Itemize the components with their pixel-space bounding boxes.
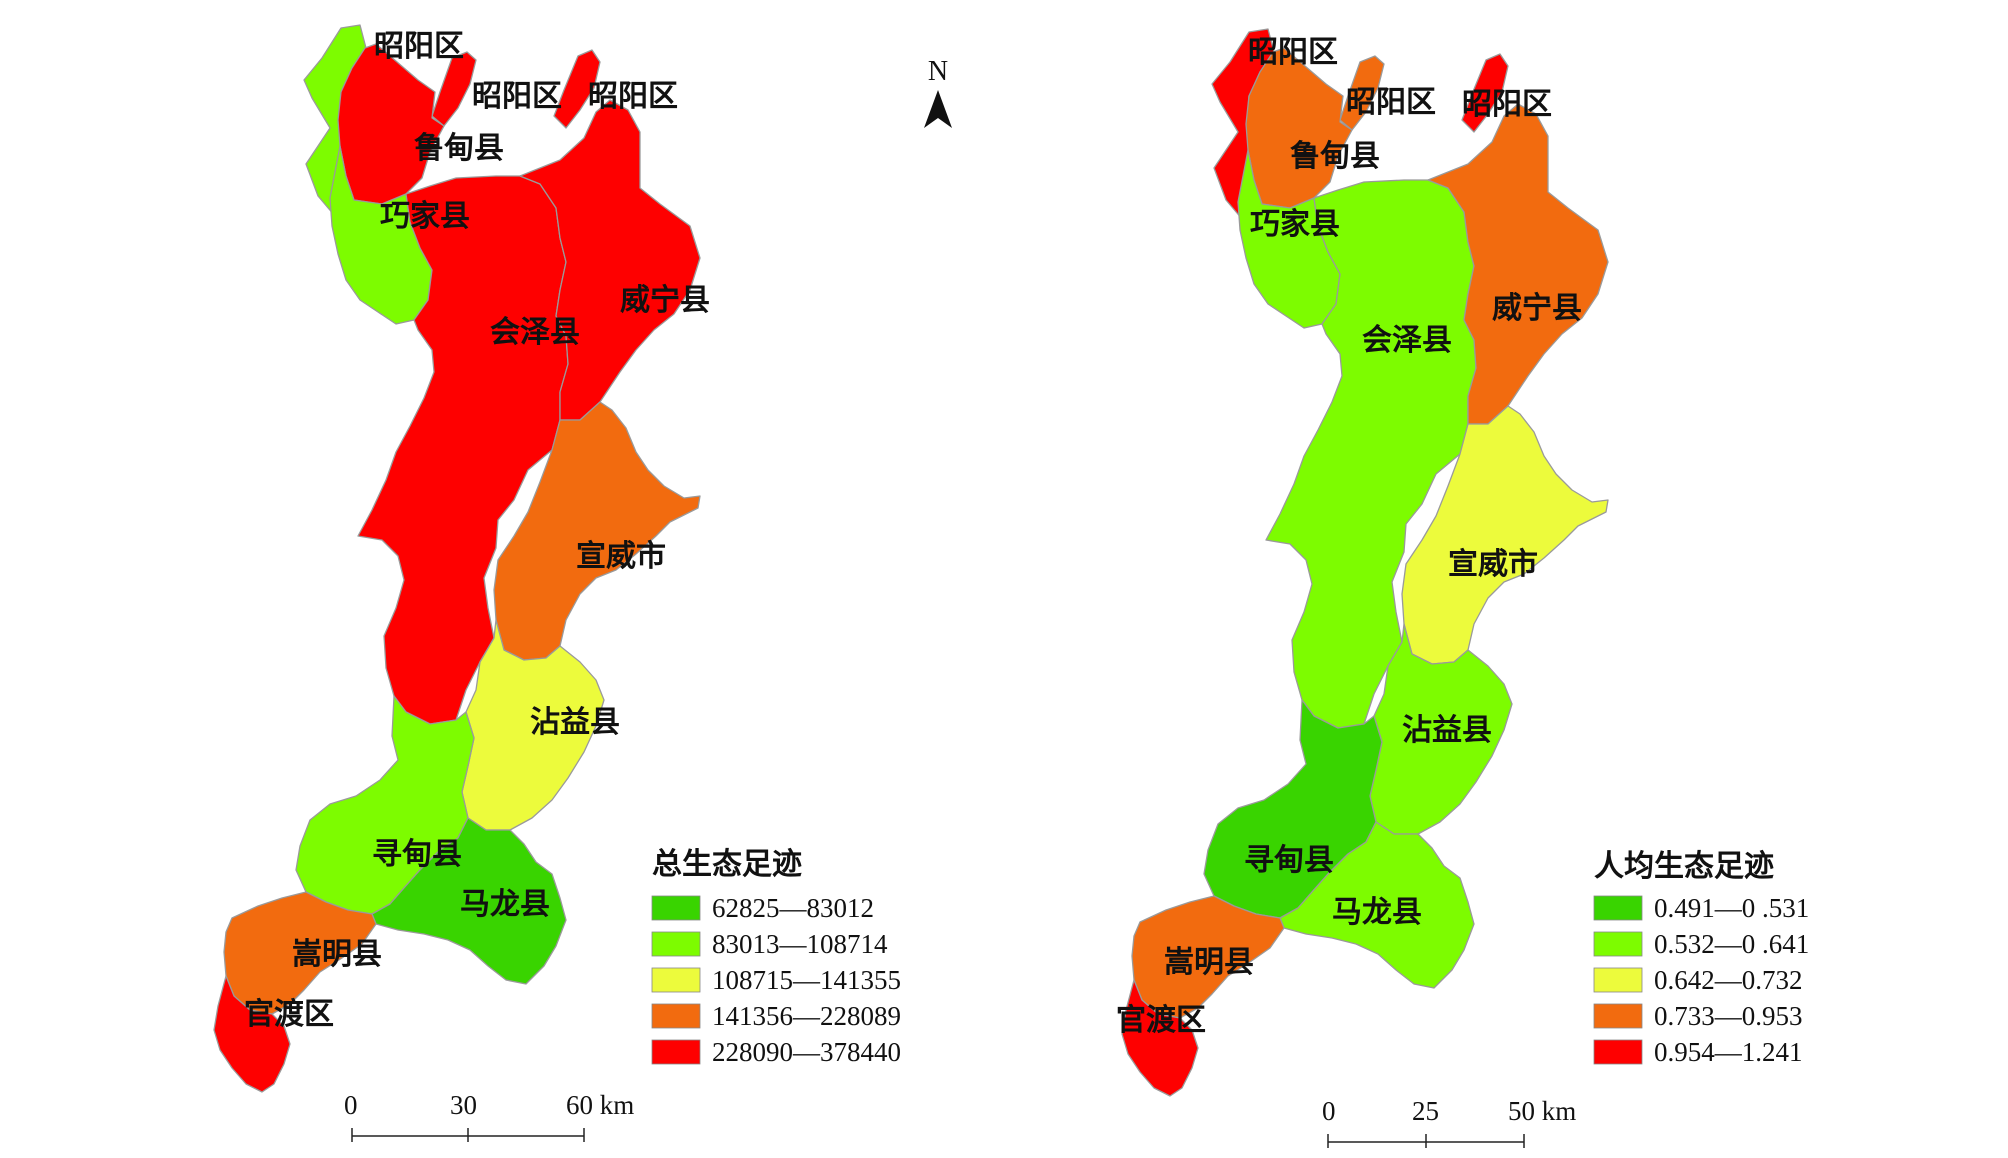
scale-tick-label: 30 [450, 1090, 477, 1120]
legend-swatch [1593, 931, 1643, 957]
region-xuanwei [493, 401, 701, 661]
legend-label: 0.642—0.732 [1654, 965, 1803, 995]
map-label: 马龙县 [460, 887, 550, 922]
region-zhaoyang-east-b [1461, 53, 1509, 133]
per-capita-footprint-map: 昭阳区 昭阳区 昭阳区 鲁甸县 巧家县 会泽县 威宁县 宣威市 沾益县 寻甸县 … [1116, 28, 1809, 1148]
region-guandu [213, 975, 291, 1093]
region-xuanwei [1401, 405, 1609, 665]
region-shapes [1121, 28, 1609, 1097]
map-label: 会泽县 [1362, 323, 1452, 358]
map-label: 宣威市 [1448, 547, 1538, 582]
legend-label: 83013—108714 [712, 929, 888, 959]
map-label: 威宁县 [1492, 291, 1582, 326]
region-labels: 昭阳区 昭阳区 昭阳区 鲁甸县 巧家县 会泽县 威宁县 宣威市 沾益县 寻甸县 … [1116, 35, 1582, 1038]
region-zhaoyang-east-b [553, 49, 601, 129]
map-label: 鲁甸县 [1290, 139, 1380, 174]
scale-tick-label: 25 [1412, 1096, 1439, 1126]
north-arrow-label: N [928, 56, 948, 87]
map-label: 昭阳区 [1462, 87, 1552, 122]
legend-swatch [651, 967, 701, 993]
map-label: 沾益县 [530, 705, 620, 740]
region-ludian [337, 43, 445, 205]
map-label: 昭阳区 [472, 79, 562, 114]
legend-label: 0.733—0.953 [1654, 1001, 1803, 1031]
map-label: 巧家县 [1250, 207, 1340, 242]
region-weining [519, 99, 701, 421]
legend-swatch [651, 1039, 701, 1065]
legend-label: 62825—83012 [712, 893, 874, 923]
legend: 总生态足迹 62825—83012 83013—108714 108715—14… [651, 847, 901, 1067]
scale-bar: 0 30 60 km [344, 1090, 634, 1142]
region-zhaoyang-east-a [1339, 55, 1385, 131]
region-malong [371, 817, 567, 985]
legend-swatch [651, 931, 701, 957]
legend-label: 0.532—0 .641 [1654, 929, 1809, 959]
scale-tick-label: 50 km [1508, 1096, 1576, 1126]
legend-swatch [1593, 895, 1643, 921]
map-label: 昭阳区 [1248, 35, 1338, 70]
north-arrow: N [924, 56, 952, 128]
legend-swatch [651, 1003, 701, 1029]
map-label: 宣威市 [576, 539, 666, 574]
legend-items: 0.491—0 .531 0.532—0 .641 0.642—0.732 0.… [1593, 893, 1809, 1067]
legend-swatch [651, 895, 701, 921]
map-label: 寻甸县 [1244, 843, 1334, 878]
map-label: 会泽县 [490, 315, 580, 350]
map-label: 寻甸县 [372, 837, 462, 872]
region-labels: 昭阳区 昭阳区 昭阳区 鲁甸县 巧家县 会泽县 威宁县 宣威市 沾益县 寻甸县 … [244, 29, 710, 1032]
region-zhaoyang-east-a [431, 51, 477, 127]
legend-swatch [1593, 1003, 1643, 1029]
map-label: 昭阳区 [374, 29, 464, 64]
region-zhanyi [461, 619, 605, 831]
region-malong [1279, 821, 1475, 989]
total-footprint-map: 昭阳区 昭阳区 昭阳区 鲁甸县 巧家县 会泽县 威宁县 宣威市 沾益县 寻甸县 … [213, 24, 901, 1142]
scale-tick-label: 60 km [566, 1090, 634, 1120]
legend: 人均生态足迹 0.491—0 .531 0.532—0 .641 0.642—0… [1593, 849, 1809, 1067]
legend-title: 人均生态足迹 [1594, 849, 1774, 884]
region-weining [1427, 103, 1609, 425]
legend-label: 0.491—0 .531 [1654, 893, 1809, 923]
map-label: 沾益县 [1402, 713, 1492, 748]
region-guandu [1121, 979, 1199, 1097]
legend-label: 141356—228089 [712, 1001, 901, 1031]
map-label: 威宁县 [620, 283, 710, 318]
region-shapes [213, 24, 701, 1093]
map-label: 嵩明县 [1164, 945, 1254, 980]
legend-label: 228090—378440 [712, 1037, 901, 1067]
map-label: 嵩明县 [292, 937, 382, 972]
north-arrow-icon [924, 90, 952, 128]
map-label: 官渡区 [1116, 1003, 1206, 1038]
legend-title: 总生态足迹 [652, 847, 802, 882]
map-label: 巧家县 [380, 199, 470, 234]
legend-label: 0.954—1.241 [1654, 1037, 1803, 1067]
map-label: 官渡区 [244, 997, 334, 1032]
region-ludian [1245, 47, 1353, 209]
legend-swatch [1593, 967, 1643, 993]
map-label: 马龙县 [1332, 895, 1422, 930]
scale-tick-label: 0 [344, 1090, 358, 1120]
legend-swatch [1593, 1039, 1643, 1065]
region-zhanyi [1369, 623, 1513, 835]
map-label: 昭阳区 [1346, 85, 1436, 120]
legend-label: 108715—141355 [712, 965, 901, 995]
map-label: 昭阳区 [588, 79, 678, 114]
map-label: 鲁甸县 [414, 131, 504, 166]
legend-items: 62825—83012 83013—108714 108715—141355 1… [651, 893, 901, 1067]
scale-bar: 0 25 50 km [1322, 1096, 1576, 1148]
scale-tick-label: 0 [1322, 1096, 1336, 1126]
